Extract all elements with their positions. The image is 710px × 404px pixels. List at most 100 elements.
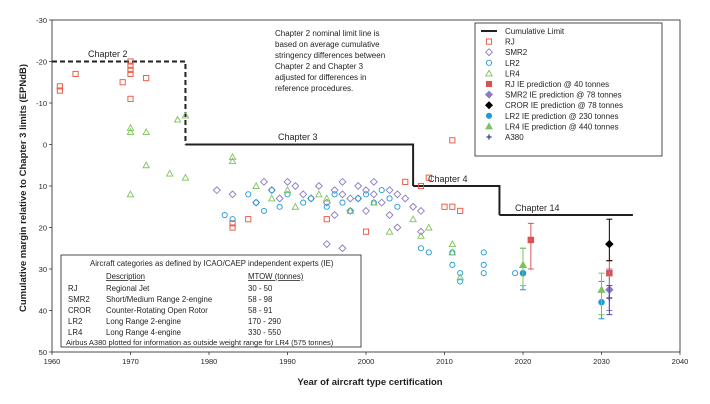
chapter2-note: Chapter 2 nominal limit line is based on… — [275, 29, 385, 93]
legend-swatch — [485, 38, 493, 45]
smr2-point — [322, 240, 331, 249]
lr4-point — [456, 273, 465, 281]
rj-point — [457, 207, 464, 214]
note-line: Chapter 2 and Chapter 3 — [275, 62, 364, 71]
smr2-point — [259, 177, 268, 186]
a380-prediction-point — [606, 295, 613, 301]
lr2-point — [221, 211, 228, 219]
lr2-point — [394, 203, 401, 210]
smr2-point — [393, 223, 402, 232]
smr2-point — [361, 186, 371, 195]
lr4-point — [126, 190, 135, 198]
lr4-point — [126, 128, 135, 135]
smr2-point — [393, 190, 402, 199]
rj-point — [127, 58, 134, 65]
smr2-point — [369, 177, 378, 186]
category-description: Long Range 4-engine — [106, 328, 181, 337]
legend-swatch — [485, 112, 493, 119]
chapter4-label: Chapter 4 — [428, 174, 468, 184]
legend-label: RJ — [505, 38, 515, 47]
category-description: Long Range 2-engine — [106, 317, 181, 326]
category-code: LR2 — [68, 317, 82, 326]
lr4-point — [417, 231, 425, 239]
y-tick-label: 10 — [39, 182, 47, 191]
legend-swatch — [485, 69, 493, 77]
smr2-point — [416, 206, 425, 215]
x-tick-label: 2020 — [515, 357, 532, 366]
lr4-point — [181, 173, 190, 181]
limit-lines — [52, 60, 633, 217]
smr2-point — [385, 186, 394, 195]
rj-point — [127, 70, 134, 77]
legend-label: CROR IE prediction @ 78 tonnes — [505, 101, 623, 110]
categories-title: Aircraft categories as defined by ICAO/C… — [90, 259, 334, 268]
smr2-point — [354, 181, 363, 191]
categories-footnote: Airbus A380 plotted for information as o… — [66, 338, 334, 347]
smr2-point — [275, 194, 284, 203]
rj-point — [56, 83, 63, 90]
rj-point — [425, 174, 432, 181]
lr4-point — [228, 157, 237, 165]
lr2-point — [457, 270, 464, 277]
rj-point — [449, 203, 456, 210]
lr2-point — [457, 278, 464, 285]
lr2-point — [331, 191, 338, 198]
category-description: Counter-Rotating Open Rotor — [106, 306, 208, 315]
smr2-point — [338, 190, 347, 199]
lr4-point — [252, 181, 260, 189]
y-tick-label: -10 — [36, 99, 47, 108]
lr2-point — [229, 216, 236, 223]
header-description: Description — [106, 272, 145, 281]
category-code: CROR — [68, 306, 91, 315]
category-mtow: 170 - 290 — [248, 317, 282, 326]
lr2-point — [512, 270, 519, 277]
x-tick-label: 1970 — [122, 357, 139, 366]
lr2-point — [425, 249, 432, 256]
note-line: Chapter 2 nominal limit line is — [275, 29, 380, 38]
note-line: adjusted for differences in — [275, 73, 366, 82]
axes: 1960 1970 1980 1990 2000 2010 2020 2030 2040-30-… — [36, 16, 688, 366]
lr4-point — [424, 223, 433, 231]
lr4-point — [409, 215, 417, 223]
smr2-point — [291, 181, 300, 191]
lr2-point — [300, 199, 307, 206]
x-tick-label: 2010 — [436, 357, 453, 366]
lr4-point — [142, 161, 151, 169]
x-axis-title: Year of aircraft type certification — [297, 377, 442, 388]
rj-point — [72, 70, 79, 77]
lr4-point — [315, 190, 323, 198]
lr4-prediction-point — [597, 285, 606, 293]
lr2-point — [276, 203, 283, 210]
rj-point — [323, 216, 330, 223]
category-code: RJ — [68, 284, 78, 293]
lr2-point — [378, 187, 385, 194]
smr2-point — [299, 190, 308, 199]
category-description: Regional Jet — [106, 284, 150, 293]
lr4-point — [165, 169, 174, 177]
smr2-point — [385, 211, 394, 220]
smr2-point — [330, 211, 339, 220]
rj-point — [402, 178, 409, 185]
legend-label: LR4 IE prediction @ 440 tonnes — [505, 122, 619, 131]
data-points — [56, 58, 614, 320]
category-mtow: 58 - 91 — [248, 306, 272, 315]
lr4-point — [448, 248, 457, 256]
legend-swatch — [485, 122, 493, 130]
x-tick-label: 1990 — [279, 357, 296, 366]
y-tick-label: -30 — [36, 16, 47, 25]
x-tick-label: 1980 — [201, 357, 218, 366]
legend-label: RJ IE prediction @ 40 tonnes — [505, 80, 609, 89]
smr2-point — [416, 227, 425, 236]
lr4-point — [291, 202, 300, 210]
smr2-point — [283, 177, 292, 186]
smr2-point — [401, 194, 410, 203]
smr2-point — [377, 198, 386, 207]
y-tick-label: 50 — [39, 348, 47, 357]
rj-point — [441, 203, 448, 210]
lr4-point — [346, 206, 355, 214]
rj-point — [449, 137, 456, 144]
rj-point — [245, 216, 252, 223]
lr2-point — [323, 203, 330, 210]
lr4-point — [181, 111, 190, 119]
legend-swatch — [484, 101, 494, 110]
